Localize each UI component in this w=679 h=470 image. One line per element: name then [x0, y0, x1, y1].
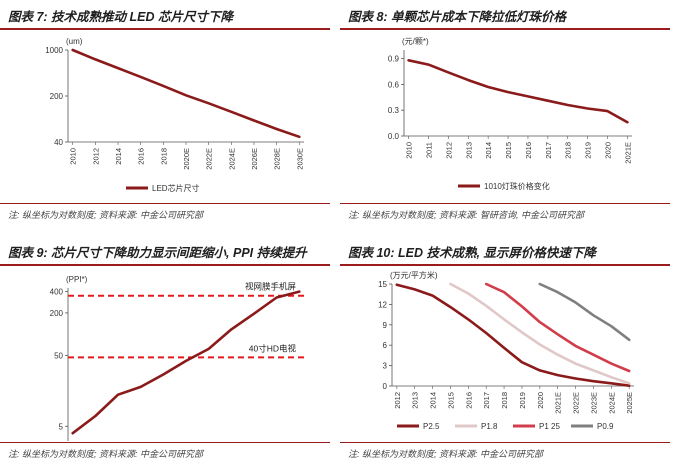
y-tick-label: 5	[59, 422, 64, 431]
ppi-chart: (PPI*)400200505P3.5P2.5P1.8P1.6P1.25P0.9…	[50, 275, 304, 441]
series-line	[395, 283, 631, 387]
footer-rule	[0, 203, 330, 204]
x-tick-label: 2015	[446, 392, 455, 409]
title-rule	[340, 28, 670, 30]
y-tick-label: 0	[383, 382, 388, 391]
x-tick-label: 2019	[518, 392, 527, 409]
title-rule	[0, 264, 330, 266]
y-tick-label: 12	[378, 300, 387, 309]
x-tick-label: 2030E	[295, 148, 304, 170]
reference-line-label: 40寸HD电视	[249, 343, 297, 353]
y-tick-label: 0.6	[388, 80, 400, 89]
chart-panel-4: 图表 10: LED 技术成熟, 显示屏价格快速下降 (万元/平方米) 15 12 9…	[340, 236, 670, 470]
x-tick-label: 2019	[584, 142, 593, 159]
x-tick-label: 2028E	[273, 148, 282, 170]
x-tick-label: 2018	[159, 148, 168, 165]
x-tick-label: 2016	[464, 392, 473, 409]
x-tick-label: 2024E	[227, 148, 236, 170]
series-line	[538, 282, 631, 342]
legend-label: LED芯片尺寸	[152, 183, 200, 193]
legend-label: 1010灯珠价格变化	[484, 181, 550, 191]
axis-unit-label: (um)	[66, 37, 83, 46]
y-tick-label: 200	[50, 309, 64, 318]
series-line	[71, 290, 301, 435]
legend-label: P2.5	[423, 422, 440, 431]
x-tick-label: 2021E	[623, 142, 632, 164]
chart-title: 图表 7: 技术成熟推动 LED 芯片尺寸下降	[8, 10, 234, 24]
axis-unit-label: (元/颗*)	[402, 37, 429, 46]
y-tick-label: 9	[383, 321, 388, 330]
x-tick-label: 2023E	[589, 392, 598, 414]
y-tick-label: 200	[50, 92, 64, 101]
chart-title: 图表 9: 芯片尺寸下降助力显示间距缩小, PPI 持续提升	[8, 246, 307, 260]
x-tick-label: 2014	[429, 392, 438, 409]
x-tick-label: 2011	[424, 142, 433, 158]
axis-unit-label: (万元/平方米)	[390, 270, 438, 280]
y-tick-label: 6	[383, 341, 388, 350]
x-tick-label: 2016	[137, 148, 146, 165]
source-note: 注: 纵坐标为对数刻度; 资料来源: 中金公司研究部	[348, 449, 544, 459]
series-line	[484, 282, 631, 373]
y-tick-label: 0.3	[388, 106, 400, 115]
footer-rule	[0, 442, 330, 443]
x-tick-label: 2022E	[205, 148, 214, 170]
x-tick-label: 2022E	[572, 392, 581, 414]
chart-title: 图表 10: LED 技术成熟, 显示屏价格快速下降	[348, 246, 596, 260]
x-tick-label: 2018	[500, 392, 509, 409]
x-tick-label: 2015	[504, 142, 513, 159]
y-tick-label: 50	[54, 352, 63, 361]
chart-panel-2: 图表 8: 单颗芯片成本下降拉低灯珠价格 (元/颗*) 0.9 0.6 0.3 0.0 2…	[340, 0, 670, 228]
chart-panel-1: 图表 7: 技术成熟推动 LED 芯片尺寸下降 (um) 1000 200 40 201…	[0, 0, 330, 228]
x-tick-label: 2014	[114, 148, 123, 165]
source-note: 注: 纵坐标为对数刻度; 资料来源: 中金公司研究部	[8, 210, 204, 220]
x-tick-label: 2017	[544, 142, 553, 159]
x-tick-label: 2020	[604, 142, 613, 159]
x-tick-label: 2018	[564, 142, 573, 159]
x-tick-label: 2020E	[182, 148, 191, 170]
source-note: 注: 纵坐标为对数刻度; 资料来源: 智研咨询, 中金公司研究部	[348, 210, 585, 220]
axis-unit-label: (PPI*)	[66, 275, 88, 284]
footer-rule	[340, 203, 670, 204]
title-rule	[340, 264, 670, 266]
x-tick-label: 2020	[536, 392, 545, 409]
x-tick-label: 2010	[405, 142, 414, 159]
x-tick-label: 2021E	[554, 392, 563, 414]
y-tick-label: 15	[378, 280, 387, 289]
y-tick-label: 400	[50, 288, 64, 297]
x-tick-label: 2026E	[250, 148, 259, 170]
legend-label: P1.8	[481, 422, 498, 431]
footer-rule	[340, 442, 670, 443]
display-price-chart: (万元/平方米)15 12 9 6 3 0 2012 2013 2014 2015 2016 2017…	[378, 270, 634, 431]
source-note: 注: 纵坐标为对数刻度; 资料来源: 中金公司研究部	[8, 449, 204, 459]
x-tick-label: 2016	[524, 142, 533, 159]
series-line	[71, 48, 301, 139]
series-line	[449, 282, 631, 385]
y-tick-label: 40	[54, 138, 63, 147]
x-tick-label: 2025E	[625, 392, 634, 414]
series-line	[407, 59, 629, 124]
chart-panel-3: 图表 9: 芯片尺寸下降助力显示间距缩小, PPI 持续提升 (PPI*) 400…	[0, 236, 330, 470]
y-tick-label: 3	[383, 362, 388, 371]
x-tick-label: 2014	[484, 142, 493, 159]
led-chip-size-chart: (um)1000 200 40 2010 2012 2014 2016 2018 2020E 20…	[45, 37, 304, 193]
x-tick-label: 2024E	[607, 392, 616, 414]
x-tick-label: 2013	[411, 392, 420, 409]
y-tick-label: 1000	[45, 46, 63, 55]
x-tick-label: 2012	[91, 148, 100, 165]
led-bead-price-chart: (元/颗*)0.9 0.6 0.3 0.0 2010 2011 2012 2013 2014 20…	[388, 37, 633, 191]
legend-label: P0.9	[597, 422, 614, 431]
x-tick-label: 2017	[482, 392, 491, 409]
y-tick-label: 0.0	[388, 132, 400, 141]
reference-line-label: 视网膜手机屏	[245, 282, 297, 292]
title-rule	[0, 28, 330, 30]
legend-label: P1 25	[539, 422, 560, 431]
x-tick-label: 2012	[393, 392, 402, 409]
x-tick-label: 2013	[464, 142, 473, 159]
y-tick-label: 0.9	[388, 55, 400, 64]
chart-title: 图表 8: 单颗芯片成本下降拉低灯珠价格	[348, 10, 567, 24]
x-tick-label: 2012	[444, 142, 453, 159]
x-tick-label: 2010	[69, 148, 78, 165]
